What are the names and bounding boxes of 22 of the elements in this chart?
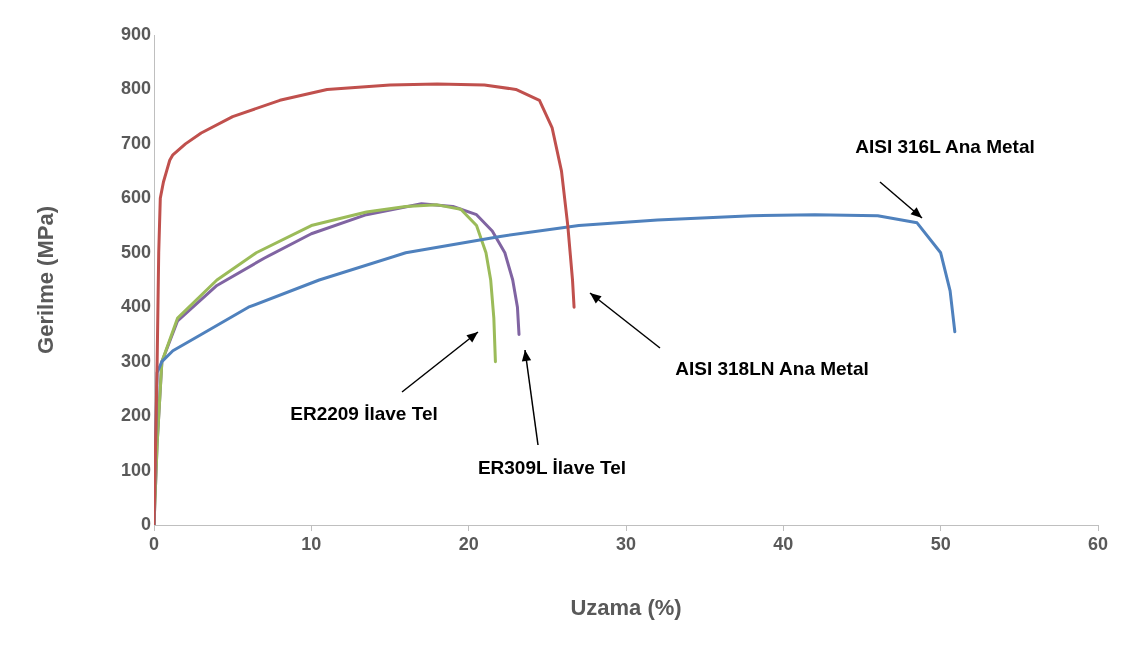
annotation: ER309L İlave Tel <box>477 457 627 479</box>
y-tick-label: 900 <box>120 23 151 44</box>
annotation: ER2209 İlave Tel <box>290 403 438 425</box>
x-tick-label: 10 <box>301 533 322 554</box>
annotation: AISI 316L Ana Metal <box>855 136 1035 158</box>
y-tick-label: 0 <box>140 513 151 534</box>
y-tick-label: 500 <box>120 241 151 262</box>
y-tick-label: 700 <box>120 132 151 153</box>
y-tick-label: 800 <box>120 78 151 99</box>
x-tick-label: 50 <box>930 533 951 554</box>
annotation: AISI 318LN Ana Metal <box>675 358 869 380</box>
y-tick-label: 400 <box>120 296 151 317</box>
y-tick-label: 300 <box>120 350 151 371</box>
x-tick-label: 40 <box>773 533 794 554</box>
x-tick-label: 20 <box>458 533 479 554</box>
y-tick-label: 200 <box>120 405 151 426</box>
y-tick-label: 100 <box>120 459 151 480</box>
y-tick-label: 600 <box>120 187 151 208</box>
x-axis-title: Uzama (%) <box>570 594 682 620</box>
y-axis-title: Gerilme (MPa) <box>33 206 59 354</box>
x-tick-label: 30 <box>615 533 637 554</box>
x-tick-label: 60 <box>1087 533 1109 554</box>
